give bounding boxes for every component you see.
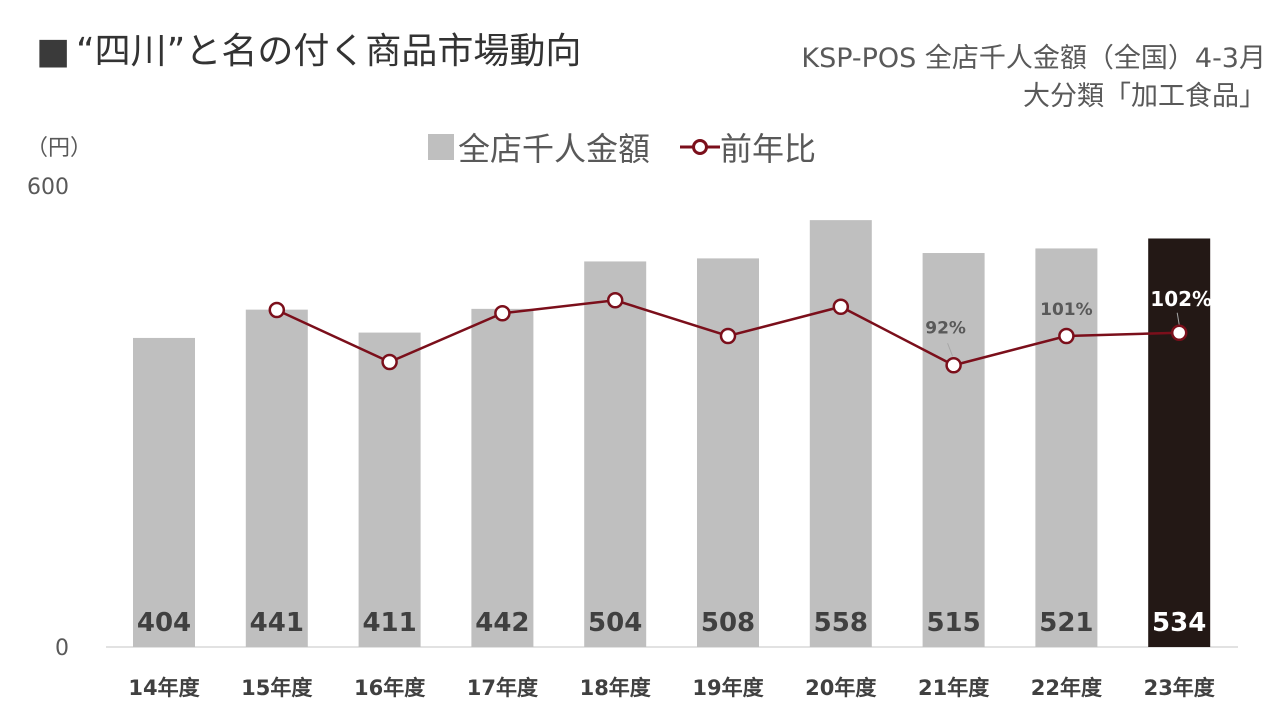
bar-value-label: 515 <box>926 608 980 638</box>
bar-value-label: 534 <box>1152 608 1206 638</box>
legend-bar-swatch <box>428 134 454 160</box>
x-tick-label: 15年度 <box>241 676 312 700</box>
x-tick-label: 14年度 <box>128 676 199 700</box>
ratio-value-label: 102% <box>1150 287 1212 311</box>
bar-value-label: 404 <box>137 608 191 638</box>
y-axis-unit-label: （円） <box>26 136 93 161</box>
x-tick-label: 20年度 <box>805 676 876 700</box>
bar <box>697 258 759 647</box>
label-leader-line <box>1176 312 1180 325</box>
bar <box>358 332 421 647</box>
bar <box>245 309 308 647</box>
bar-value-label: 442 <box>475 608 529 638</box>
title-text: “四川”と名の付く商品市場動向 <box>76 31 582 72</box>
bar-value-label: 521 <box>1039 608 1093 638</box>
ratio-marker <box>1058 327 1075 345</box>
legend: 全店千人金額 前年比 <box>428 124 816 170</box>
bar-value-label: 411 <box>362 608 416 638</box>
bar <box>922 253 985 647</box>
bar <box>809 220 872 647</box>
ratio-marker <box>1170 324 1188 341</box>
bar <box>1148 238 1211 648</box>
x-tick-label: 17年度 <box>467 676 538 700</box>
ratio-value-label: 92% <box>925 318 966 338</box>
bar-value-label: 504 <box>588 608 642 638</box>
ratio-marker <box>945 357 962 374</box>
ratio-marker <box>494 305 511 322</box>
label-leader-line <box>947 343 954 357</box>
chart-title: ■ “四川”と名の付く商品市場動向 <box>36 22 581 74</box>
legend-line-label: 前年比 <box>720 130 817 168</box>
title-square-icon: ■ <box>36 31 71 72</box>
x-tick-label: 23年度 <box>1144 676 1215 700</box>
bar <box>133 337 195 647</box>
bar <box>584 261 647 647</box>
x-tick-label: 18年度 <box>580 676 651 700</box>
ratio-marker <box>381 353 398 371</box>
x-tick-label: 21年度 <box>918 676 989 700</box>
legend-bar-label: 全店千人金額 <box>458 130 651 168</box>
x-tick-label: 16年度 <box>354 676 425 700</box>
bar <box>471 308 534 647</box>
y-tick-label: 0 <box>55 636 69 661</box>
source-note: KSP-POS 全店千人金額（全国）4-3月 大分類「加工食品」 <box>801 40 1266 116</box>
legend-line-marker-icon <box>680 139 721 155</box>
bar-value-label: 441 <box>250 608 304 638</box>
x-tick-label: 19年度 <box>692 676 763 700</box>
bar-value-label: 558 <box>814 608 868 638</box>
y-tick-label: 600 <box>27 175 69 200</box>
x-tick-label: 22年度 <box>1031 676 1102 700</box>
source-line-2: 大分類「加工食品」 <box>1023 81 1266 112</box>
bar-value-label: 508 <box>701 608 755 638</box>
ratio-marker <box>606 292 624 309</box>
ratio-value-label: 101% <box>1040 300 1093 320</box>
legend-line-item: 前年比 <box>680 124 816 170</box>
ratio-marker <box>832 298 850 315</box>
source-line-1: KSP-POS 全店千人金額（全国）4-3月 <box>801 43 1266 74</box>
ratio-marker <box>719 327 737 345</box>
bar <box>1035 248 1098 647</box>
ratio-marker <box>268 301 286 319</box>
